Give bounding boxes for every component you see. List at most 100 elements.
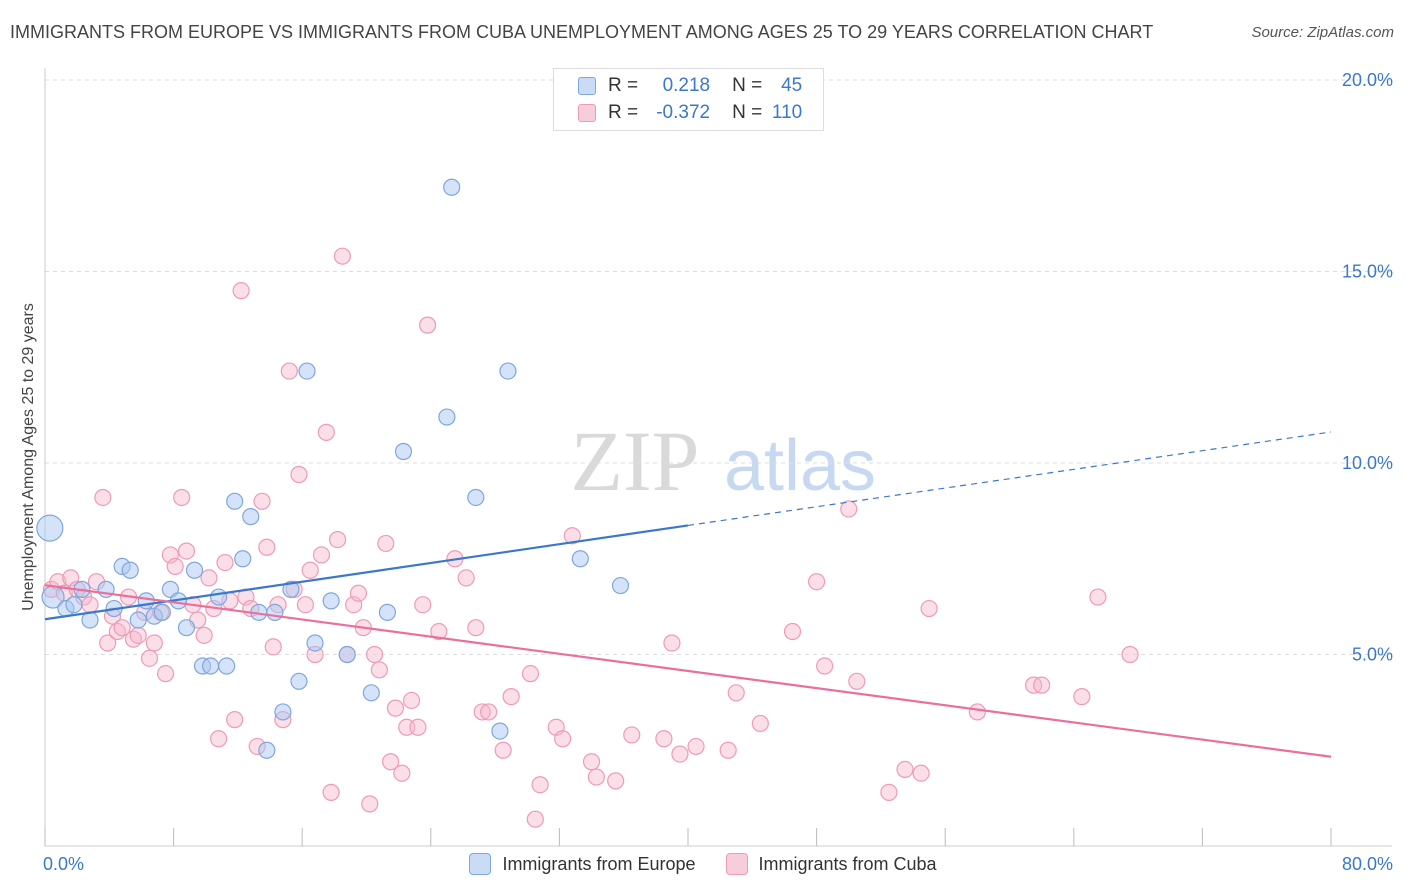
europe-point [226,492,244,510]
y-tick-label: 15.0% [1342,262,1393,282]
legend-row-europe: R = 0.218 N = 45 [578,75,802,97]
legend-cuba-r-value: -0.372 [656,102,711,123]
cuba-point [848,672,866,690]
cuba-point [166,557,184,576]
europe-point [298,362,316,380]
legend-row-cuba: R = -0.372 N = 110 [578,102,802,124]
cuba-point [264,638,282,656]
cuba-point [840,500,858,518]
cuba-point [563,527,581,545]
cuba-point [414,596,432,614]
cuba-point [140,649,159,667]
cuba-point [349,584,368,602]
cuba-point [156,665,175,683]
europe-point [306,634,324,652]
cuba-point [719,741,737,759]
europe-point [338,645,356,664]
europe-point [242,508,260,526]
legend-item-cuba: Immigrants from Cuba [725,853,937,875]
cuba-point [920,599,938,618]
cuba-point [467,619,485,637]
cuba-point [607,772,625,790]
cuba-point [1073,688,1091,706]
y-tick-label: 5.0% [1352,645,1393,665]
cuba-point [226,711,244,729]
europe-point [201,657,220,675]
y-tick-label: 20.0% [1342,70,1393,90]
europe-point [491,722,509,740]
cuba-point [587,768,605,786]
cuba-point [880,783,898,801]
cuba-point [409,718,427,736]
cuba-point [1089,588,1107,606]
cuba-point [912,764,930,782]
cuba-point [296,596,315,614]
cuba-point [328,530,347,549]
cuba-point [502,688,520,706]
europe-point [266,603,284,621]
cuba-point [554,730,572,748]
legend-swatch-europe-bottom [469,853,492,875]
cuba-point [655,730,673,748]
europe-point [153,603,171,621]
europe-point [611,576,630,595]
cuba-point [81,596,99,614]
cuba-trend-line [44,584,1332,758]
europe-point [185,561,204,579]
cuba-point [173,488,191,507]
source-label: Source: ZipAtlas.com [1251,24,1394,41]
cuba-point [816,657,834,675]
cuba-point [177,542,196,560]
europe-point [438,408,456,426]
cuba-point [418,316,437,334]
cuba-point [623,726,641,744]
cuba-point [1121,645,1139,664]
europe-point [467,488,485,507]
cuba-point [377,534,395,553]
cuba-point [258,538,276,556]
cuba-point [480,703,498,721]
europe-point [121,561,139,579]
cuba-point [113,619,131,637]
europe-point [234,550,252,568]
europe-trend-line [44,524,689,621]
legend-europe-n-label: N = [732,75,763,96]
legend-europe-r-value: 0.218 [662,75,711,96]
cuba-point [494,741,512,759]
europe-point [210,588,228,606]
europe-point [322,592,340,610]
cuba-point [896,760,914,779]
europe-point [290,672,308,690]
europe-point [218,657,236,675]
cuba-point [382,753,400,771]
cuba-point [783,622,802,641]
cuba-point [430,622,448,641]
europe-point [443,178,461,196]
cuba-point [365,645,384,664]
legend-item-europe: Immigrants from Europe [469,853,696,875]
europe-point [394,442,413,461]
legend-label-europe: Immigrants from Europe [502,853,696,874]
europe-point [571,550,589,568]
europe-point [362,684,380,702]
cuba-point [232,282,250,300]
cuba-point [393,764,411,782]
cuba-point [322,783,340,801]
series-legend: Immigrants from Europe Immigrants from C… [0,852,1406,876]
europe-point [258,741,276,759]
stats-legend: R = 0.218 N = 45 R = -0.372 N = 110 [553,68,824,131]
watermark-zip: ZIP [571,413,700,509]
chart-title: IMMIGRANTS FROM EUROPE VS IMMIGRANTS FRO… [10,22,1154,42]
cuba-point [751,714,769,733]
cuba-point [129,626,147,644]
x-tick-label: 0.0% [43,854,84,874]
europe-point [177,619,196,637]
legend-cuba-n-value: 110 [771,102,803,123]
watermark-atlas: atlas [724,426,876,506]
legend-cuba-n-label: N = [732,102,763,123]
cuba-point [200,569,218,587]
cuba-point [317,423,335,441]
cuba-point [807,573,826,591]
cuba-point [280,362,298,380]
